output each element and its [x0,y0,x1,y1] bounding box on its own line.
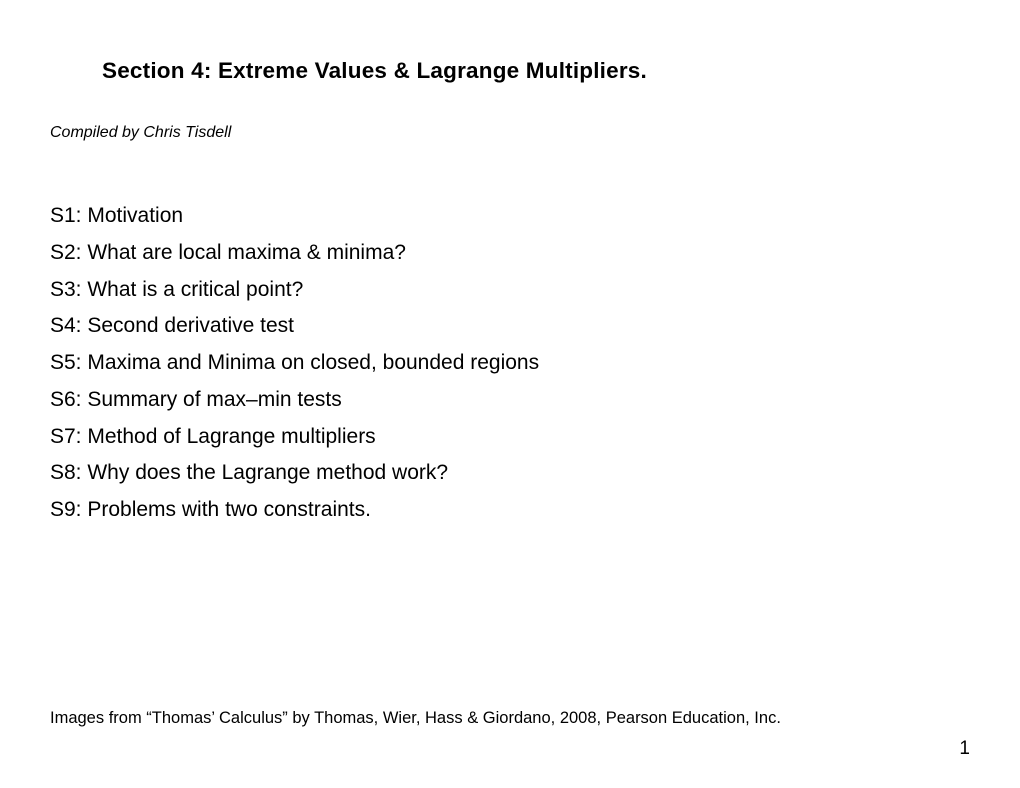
toc-item: S9: Problems with two constraints. [50,492,970,529]
page-number: 1 [959,738,970,760]
toc-item: S7: Method of Lagrange multipliers [50,419,970,456]
toc-item: S1: Motivation [50,198,970,235]
byline: Compiled by Chris Tisdell [50,124,970,142]
toc-item: S8: Why does the Lagrange method work? [50,455,970,492]
page: Section 4: Extreme Values & Lagrange Mul… [0,0,1020,788]
section-title: Section 4: Extreme Values & Lagrange Mul… [102,58,970,84]
toc-item: S4: Second derivative test [50,308,970,345]
toc-item: S3: What is a critical point? [50,272,970,309]
toc-item: S6: Summary of max–min tests [50,382,970,419]
table-of-contents: S1: Motivation S2: What are local maxima… [50,198,970,529]
toc-item: S2: What are local maxima & minima? [50,235,970,272]
toc-item: S5: Maxima and Minima on closed, bounded… [50,345,970,382]
image-credit: Images from “Thomas’ Calculus” by Thomas… [50,709,781,728]
